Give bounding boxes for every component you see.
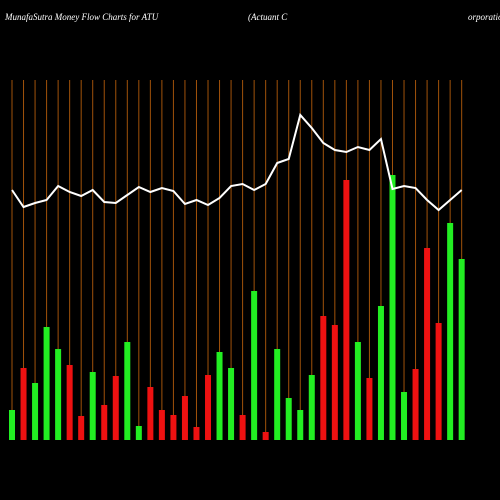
- bar: [124, 342, 131, 440]
- bar: [251, 291, 258, 440]
- bar: [55, 349, 62, 440]
- bar: [401, 392, 408, 440]
- bar: [366, 378, 373, 440]
- bar: [181, 396, 188, 440]
- money-flow-line: [11, 112, 463, 212]
- bar: [101, 405, 108, 440]
- bar: [297, 410, 304, 440]
- bar: [20, 368, 27, 440]
- chart-subtitle: (Actuant C: [248, 12, 288, 22]
- bar: [343, 180, 350, 440]
- bar: [285, 398, 292, 440]
- bar: [78, 416, 85, 440]
- bar: [354, 342, 361, 440]
- bar: [170, 415, 177, 440]
- bar: [274, 349, 281, 440]
- bar: [158, 410, 165, 440]
- bar: [135, 426, 142, 440]
- bar: [262, 432, 269, 440]
- bar: [216, 352, 223, 440]
- chart-subtitle-tail: orporatio: [468, 12, 500, 22]
- bar: [193, 427, 200, 440]
- bar: [424, 248, 431, 440]
- bar: [412, 369, 419, 440]
- bar: [377, 306, 384, 440]
- bar: [320, 316, 327, 440]
- bar: [147, 387, 154, 440]
- bar: [308, 375, 315, 440]
- bar: [458, 259, 465, 440]
- bar: [239, 415, 246, 440]
- bar: [9, 410, 15, 440]
- bar: [32, 383, 39, 440]
- bar: [447, 223, 454, 440]
- bar: [389, 175, 396, 440]
- bar: [66, 365, 73, 440]
- bar: [331, 325, 338, 440]
- bar: [89, 372, 96, 440]
- bar: [228, 368, 235, 440]
- bar: [112, 376, 119, 440]
- bar: [205, 375, 212, 440]
- bar: [435, 323, 442, 440]
- chart-title: MunafaSutra Money Flow Charts for ATU: [4, 12, 159, 22]
- bar: [43, 327, 50, 440]
